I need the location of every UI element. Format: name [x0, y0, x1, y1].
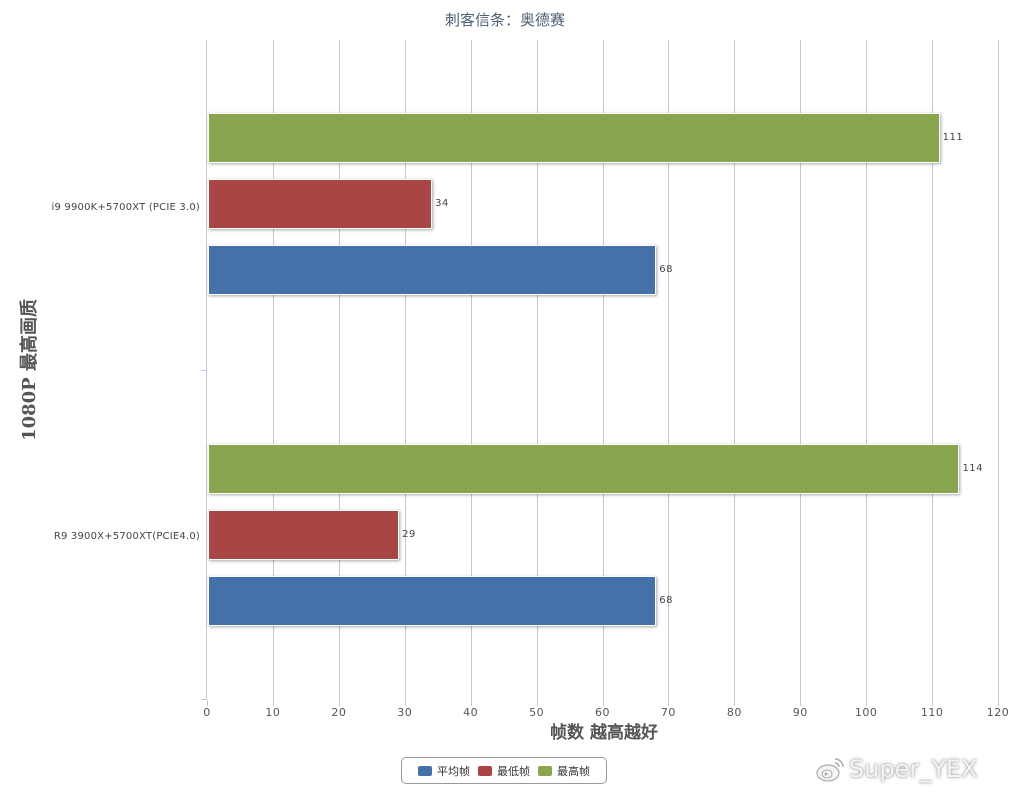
x-tick-label: 60	[595, 706, 610, 719]
legend-label: 最高帧	[557, 764, 590, 778]
bar-min[interactable]	[208, 510, 400, 560]
gridline	[932, 40, 934, 700]
gridline	[734, 40, 736, 700]
bar-value-label: 29	[402, 529, 416, 540]
gridline	[866, 40, 868, 700]
x-axis-title: 帧数 越高越好	[550, 723, 658, 743]
watermark-text: Super_YEX	[849, 755, 978, 783]
legend-item-min[interactable]: 最低帧	[478, 763, 530, 779]
gridline	[338, 40, 340, 700]
watermark: Super_YEX	[815, 755, 978, 783]
x-tick-label: 80	[726, 706, 742, 719]
legend-label: 最低帧	[497, 764, 530, 778]
x-axis-tick	[602, 700, 604, 706]
legend-swatch-red	[478, 765, 492, 776]
gridline	[536, 40, 538, 700]
y-axis-title: 1080P 最高画质	[19, 299, 40, 441]
x-axis-tick	[470, 700, 472, 706]
gridline	[998, 40, 999, 700]
bar-value-label: 111	[942, 132, 964, 143]
plot-area: 111 34 68 114 29 68	[201, 40, 999, 706]
category-label-i9: i9 9900K+5700XT (PCIE 3.0)	[51, 202, 200, 213]
x-tick-label: 50	[529, 706, 545, 719]
x-tick-label: 20	[331, 706, 347, 719]
bar-value-label: 34	[435, 198, 449, 209]
x-tick-label: 40	[463, 706, 479, 719]
x-axis-tick	[800, 700, 802, 706]
bar-value-label: 68	[659, 595, 673, 606]
chart-title: 刺客信条：奥德赛	[444, 11, 565, 29]
x-axis-tick	[866, 700, 868, 706]
x-tick-label: 70	[660, 706, 676, 719]
x-tick-label: 0	[203, 706, 211, 719]
x-axis-tick	[932, 700, 934, 706]
bar-avg[interactable]	[208, 576, 657, 626]
y-axis-tick	[201, 370, 206, 371]
bar-value-label: 68	[659, 264, 673, 275]
gridline	[668, 40, 670, 700]
legend-item-max[interactable]: 最高帧	[538, 763, 590, 779]
y-axis-line	[206, 40, 207, 700]
x-axis-tick	[998, 700, 999, 706]
x-tick-label: 30	[397, 706, 413, 719]
gridline	[602, 40, 604, 700]
gridline	[404, 40, 406, 700]
bar-avg[interactable]	[208, 245, 657, 295]
x-tick-label: 90	[792, 706, 808, 719]
x-axis-tick	[404, 700, 406, 706]
x-axis-tick	[668, 700, 670, 706]
x-axis-tick	[207, 700, 208, 706]
weibo-icon	[816, 758, 844, 782]
gridline	[272, 40, 274, 700]
x-axis-tick	[734, 700, 736, 706]
x-axis-tick	[338, 700, 340, 706]
bar-min[interactable]	[208, 179, 433, 229]
category-label-r9: R9 3900X+5700XT(PCIE4.0)	[53, 531, 200, 542]
x-axis-tick	[272, 700, 274, 706]
x-axis-tick	[536, 700, 538, 706]
legend-swatch-green	[538, 765, 552, 776]
bar-max[interactable]	[208, 113, 940, 163]
gridline	[800, 40, 802, 700]
y-axis-tick	[201, 699, 206, 700]
x-tick-label: 120	[986, 706, 1010, 719]
legend-swatch-blue	[418, 765, 432, 776]
x-tick-label: 110	[920, 706, 944, 719]
x-tick-label: 10	[265, 706, 281, 719]
bar-max[interactable]	[208, 444, 960, 494]
gridline	[470, 40, 472, 700]
legend: 平均帧 最低帧 最高帧	[401, 757, 607, 784]
bar-value-label: 114	[962, 463, 984, 474]
legend-label: 平均帧	[437, 764, 470, 778]
x-tick-label: 100	[854, 706, 878, 719]
legend-item-avg[interactable]: 平均帧	[418, 763, 470, 779]
